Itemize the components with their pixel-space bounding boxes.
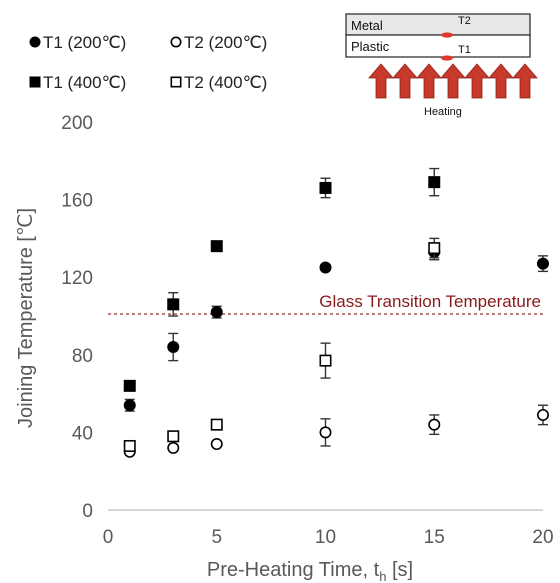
metal-label: Metal	[351, 18, 383, 33]
heating-arrow	[464, 63, 490, 99]
y-tick-label: 40	[72, 423, 93, 444]
data-point	[167, 298, 180, 311]
plastic-layer	[345, 34, 531, 58]
legend-marker	[170, 36, 182, 48]
x-axis-title: Pre-Heating Time, th [s]	[207, 559, 413, 583]
legend-marker	[170, 76, 182, 88]
x-tick-label: 5	[211, 527, 222, 548]
data-point	[319, 354, 332, 367]
data-point	[319, 181, 332, 194]
data-point	[428, 176, 441, 189]
heating-arrow	[488, 63, 514, 99]
series-1	[123, 243, 549, 412]
y-tick-label: 200	[61, 113, 93, 134]
t1-label: T1	[458, 44, 471, 56]
heating-arrow	[416, 63, 442, 99]
data-point	[319, 261, 332, 274]
series-3	[123, 167, 441, 392]
y-tick-label: 0	[82, 501, 93, 522]
heating-arrows	[368, 63, 538, 99]
t1-sensor	[441, 55, 453, 61]
data-point	[123, 379, 136, 392]
series-group	[123, 167, 549, 458]
legend-marker	[29, 76, 41, 88]
legend: T1 (200℃) T2 (200℃) T1 (400℃) T2 (400℃)	[29, 33, 267, 92]
data-point	[167, 430, 180, 443]
legend-label: T2 (200℃)	[184, 33, 267, 52]
reference-line-label: Glass Transition Temperature	[319, 292, 541, 311]
tick-labels: 0 40 80 120 160 200 0 5 10 15 20	[61, 113, 553, 548]
plastic-label: Plastic	[351, 39, 390, 54]
heating-arrow	[368, 63, 394, 99]
heating-arrow	[440, 63, 466, 99]
y-tick-label: 120	[61, 268, 93, 289]
x-tick-label: 0	[103, 527, 114, 548]
data-point	[167, 441, 180, 454]
data-point	[167, 341, 180, 354]
t2-sensor	[441, 32, 453, 38]
data-point	[210, 240, 223, 253]
x-tick-label: 20	[532, 527, 553, 548]
data-point	[536, 408, 549, 421]
x-tick-label: 15	[424, 527, 445, 548]
data-point	[123, 399, 136, 412]
heating-schematic: Metal Plastic T2 T1 Heating	[345, 13, 538, 118]
data-point	[123, 439, 136, 452]
x-axis-title-unit: [s]	[392, 559, 413, 581]
heating-arrow	[512, 63, 538, 99]
data-point	[537, 257, 549, 270]
heating-label: Heating	[424, 106, 462, 118]
y-axis-title: Joining Temperature [℃]	[15, 208, 37, 428]
data-point	[319, 426, 332, 439]
data-point	[210, 418, 223, 431]
y-tick-label: 80	[72, 346, 93, 367]
legend-label: T2 (400℃)	[184, 73, 267, 92]
x-tick-label: 10	[315, 527, 336, 548]
data-point	[428, 418, 441, 431]
data-point	[210, 438, 223, 451]
x-axis-title-subscript: h	[379, 569, 386, 583]
y-tick-label: 160	[61, 191, 93, 212]
legend-label: T1 (400℃)	[43, 73, 126, 92]
legend-label: T1 (200℃)	[43, 33, 126, 52]
reference-line-group: Glass Transition Temperature	[108, 292, 543, 315]
series-2	[123, 404, 549, 458]
data-point	[428, 242, 441, 255]
data-point	[210, 306, 223, 319]
t2-label: T2	[458, 15, 471, 27]
series-4	[123, 237, 441, 452]
legend-marker	[29, 36, 41, 48]
heating-arrow	[392, 63, 418, 99]
x-axis-title-main: Pre-Heating Time, t	[207, 559, 380, 581]
